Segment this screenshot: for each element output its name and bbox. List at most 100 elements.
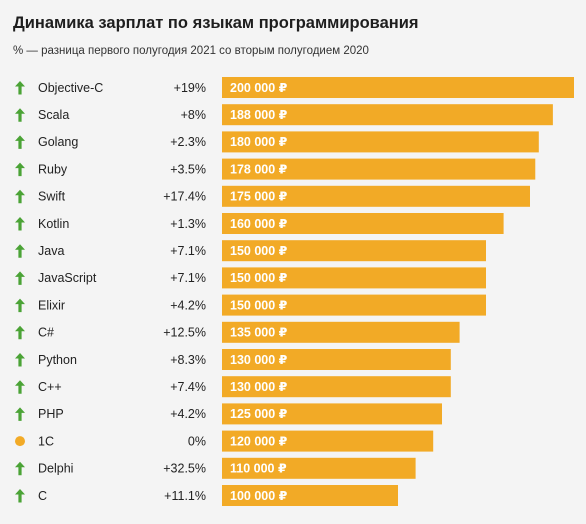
change-label: +32.5% bbox=[163, 462, 206, 476]
up-arrow-shape bbox=[15, 81, 25, 95]
bar-value-label: 130 000 ₽ bbox=[230, 380, 288, 394]
bar-value-label: 160 000 ₽ bbox=[230, 217, 288, 231]
up-arrow-icon bbox=[15, 353, 25, 367]
up-arrow-shape bbox=[15, 189, 25, 204]
bar bbox=[222, 294, 486, 316]
category-label: JavaScript bbox=[38, 271, 97, 285]
up-arrow-icon bbox=[15, 135, 25, 149]
up-arrow-shape bbox=[15, 298, 25, 313]
category-label: Swift bbox=[38, 190, 66, 204]
bar-value-label: 150 000 ₽ bbox=[230, 244, 288, 258]
chart-row: 1С 0% 120 000 ₽ bbox=[15, 430, 434, 452]
bar bbox=[222, 131, 539, 153]
change-label: +1.3% bbox=[170, 217, 206, 231]
chart-row: Swift +17.4% 175 000 ₽ bbox=[15, 185, 530, 207]
up-arrow-shape bbox=[15, 135, 25, 149]
up-arrow-icon bbox=[15, 407, 25, 421]
change-label: +12.5% bbox=[163, 326, 206, 340]
category-label: C bbox=[38, 489, 47, 503]
up-arrow-icon bbox=[15, 271, 25, 285]
up-arrow-icon bbox=[15, 461, 25, 476]
bar bbox=[222, 104, 553, 126]
bar-value-label: 130 000 ₽ bbox=[230, 353, 288, 367]
bar bbox=[222, 213, 504, 234]
category-label: Scala bbox=[38, 108, 69, 122]
up-arrow-shape bbox=[15, 244, 25, 258]
up-arrow-shape bbox=[15, 162, 25, 177]
category-label: 1С bbox=[38, 434, 54, 448]
change-label: +7.1% bbox=[170, 271, 206, 285]
bar-value-label: 200 000 ₽ bbox=[230, 81, 288, 95]
chart-row: C# +12.5% 135 000 ₽ bbox=[15, 321, 460, 343]
bar bbox=[222, 376, 451, 398]
bar-value-label: 175 000 ₽ bbox=[230, 190, 288, 204]
category-label: C# bbox=[38, 326, 54, 340]
chart-row: Delphi +32.5% 110 000 ₽ bbox=[15, 457, 416, 479]
change-label: +19% bbox=[174, 81, 206, 95]
category-label: Delphi bbox=[38, 462, 73, 476]
bar-value-label: 135 000 ₽ bbox=[230, 326, 288, 340]
up-arrow-shape bbox=[15, 353, 25, 367]
chart-subtitle: % — разница первого полугодия 2021 со вт… bbox=[13, 45, 369, 57]
up-arrow-shape bbox=[15, 108, 25, 122]
change-label: +4.2% bbox=[170, 407, 206, 421]
bar bbox=[222, 485, 398, 506]
chart-row: C +11.1% 100 000 ₽ bbox=[15, 485, 398, 506]
chart-row: PHP +4.2% 125 000 ₽ bbox=[15, 403, 442, 425]
change-label: +17.4% bbox=[163, 190, 206, 204]
bar-value-label: 150 000 ₽ bbox=[230, 298, 288, 312]
bar-value-label: 178 000 ₽ bbox=[230, 162, 288, 176]
bar-value-label: 120 000 ₽ bbox=[230, 434, 288, 448]
category-label: Kotlin bbox=[38, 217, 69, 231]
bar-value-label: 180 000 ₽ bbox=[230, 135, 288, 149]
bar bbox=[222, 321, 460, 343]
chart-row: Elixir +4.2% 150 000 ₽ bbox=[15, 294, 486, 316]
bar bbox=[222, 77, 574, 98]
bar bbox=[222, 349, 451, 370]
bar bbox=[222, 240, 486, 262]
up-arrow-shape bbox=[15, 461, 25, 476]
change-label: +2.3% bbox=[170, 135, 206, 149]
bar-value-label: 125 000 ₽ bbox=[230, 407, 288, 421]
up-arrow-icon bbox=[15, 81, 25, 95]
chart-row: Python +8.3% 130 000 ₽ bbox=[15, 349, 451, 370]
up-arrow-icon bbox=[15, 244, 25, 258]
up-arrow-icon bbox=[15, 380, 25, 394]
up-arrow-icon bbox=[15, 217, 25, 231]
bar bbox=[222, 267, 486, 289]
category-label: Java bbox=[38, 244, 64, 258]
chart-row: Golang +2.3% 180 000 ₽ bbox=[15, 131, 539, 153]
up-arrow-icon bbox=[15, 108, 25, 122]
chart-row: JavaScript +7.1% 150 000 ₽ bbox=[15, 267, 486, 289]
change-label: +7.4% bbox=[170, 380, 206, 394]
change-label: +7.1% bbox=[170, 244, 206, 258]
bar bbox=[222, 158, 536, 180]
change-label: +8% bbox=[181, 108, 206, 122]
category-label: Elixir bbox=[38, 298, 65, 312]
up-arrow-shape bbox=[15, 489, 25, 503]
change-label: +11.1% bbox=[164, 489, 206, 503]
up-arrow-shape bbox=[15, 407, 25, 421]
bar-value-label: 100 000 ₽ bbox=[230, 489, 288, 503]
category-label: Python bbox=[38, 353, 77, 367]
chart-row: Java +7.1% 150 000 ₽ bbox=[15, 240, 486, 262]
bar-value-label: 188 000 ₽ bbox=[230, 108, 288, 122]
up-arrow-shape bbox=[15, 325, 25, 340]
change-label: +8.3% bbox=[170, 353, 206, 367]
category-label: PHP bbox=[38, 407, 64, 421]
up-arrow-shape bbox=[15, 380, 25, 394]
chart-title: Динамика зарплат по языкам программирова… bbox=[13, 14, 419, 32]
chart-row: Scala +8% 188 000 ₽ bbox=[15, 104, 553, 126]
up-arrow-icon bbox=[15, 489, 25, 503]
chart-row: Objective-C +19% 200 000 ₽ bbox=[15, 77, 574, 98]
category-label: Golang bbox=[38, 135, 78, 149]
change-label: 0% bbox=[188, 434, 206, 448]
chart-row: C++ +7.4% 130 000 ₽ bbox=[15, 376, 451, 398]
category-label: Objective-C bbox=[38, 81, 103, 95]
up-arrow-icon bbox=[15, 162, 25, 177]
bar bbox=[222, 430, 434, 452]
up-arrow-icon bbox=[15, 189, 25, 204]
chart-row: Kotlin +1.3% 160 000 ₽ bbox=[15, 213, 504, 234]
neutral-dot-icon bbox=[15, 436, 25, 447]
